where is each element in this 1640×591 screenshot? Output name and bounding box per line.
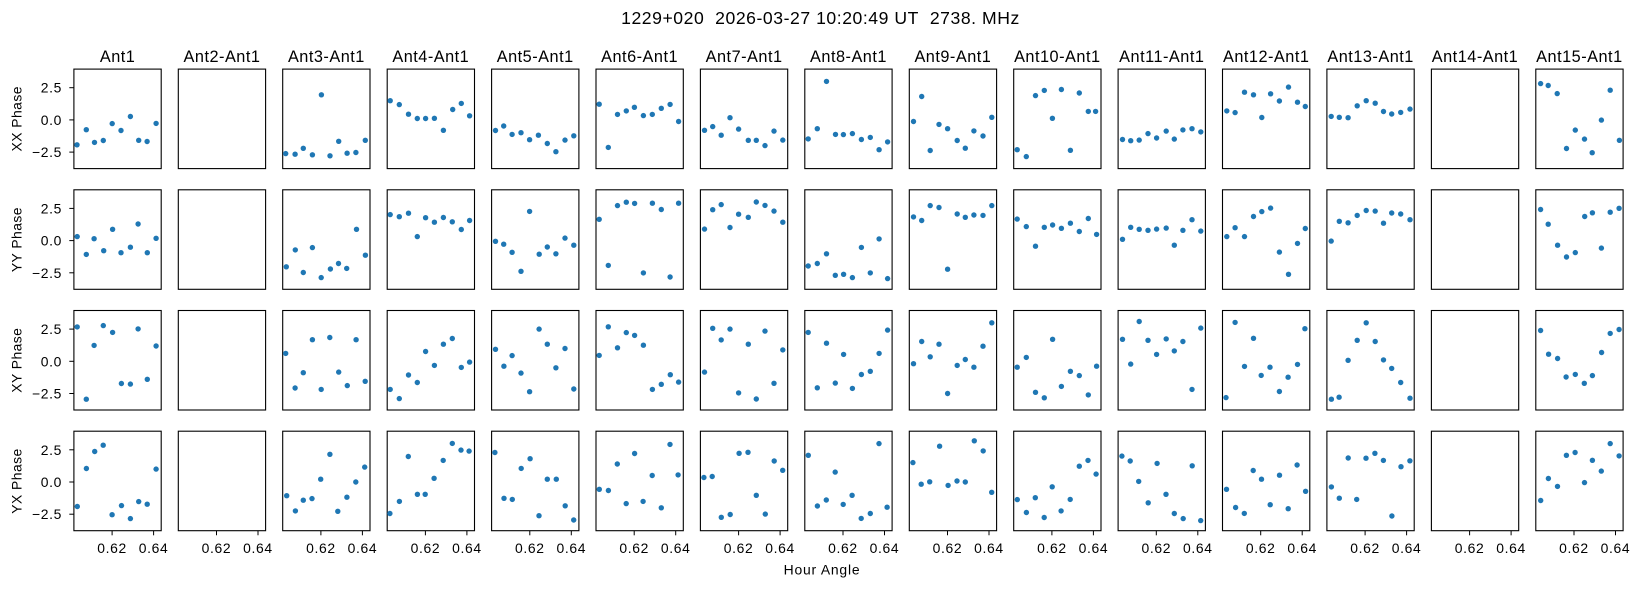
svg-text:Ant7-Ant1: Ant7-Ant1 (706, 48, 783, 66)
svg-text:0.62: 0.62 (97, 540, 127, 556)
svg-text:0.62: 0.62 (1455, 540, 1485, 556)
svg-text:0.62: 0.62 (1246, 540, 1276, 556)
svg-text:0.64: 0.64 (765, 540, 795, 556)
svg-text:0.64: 0.64 (1183, 540, 1213, 556)
svg-text:Ant15-Ant1: Ant15-Ant1 (1536, 48, 1622, 66)
svg-text:2.5: 2.5 (41, 321, 62, 337)
svg-text:XX Phase: XX Phase (9, 86, 25, 151)
svg-text:0.62: 0.62 (306, 540, 336, 556)
svg-text:Ant10-Ant1: Ant10-Ant1 (1014, 48, 1100, 66)
svg-text:Ant2-Ant1: Ant2-Ant1 (184, 48, 261, 66)
svg-text:2.5: 2.5 (41, 80, 62, 96)
svg-text:0.62: 0.62 (1141, 540, 1171, 556)
svg-text:0.0: 0.0 (41, 233, 62, 249)
svg-text:Ant5-Ant1: Ant5-Ant1 (497, 48, 574, 66)
svg-text:Hour Angle: Hour Angle (784, 562, 861, 578)
svg-text:Ant12-Ant1: Ant12-Ant1 (1223, 48, 1309, 66)
svg-text:Ant14-Ant1: Ant14-Ant1 (1432, 48, 1518, 66)
svg-text:0.64: 0.64 (1079, 540, 1109, 556)
svg-text:0.62: 0.62 (933, 540, 963, 556)
svg-text:Ant8-Ant1: Ant8-Ant1 (810, 48, 887, 66)
svg-text:0.62: 0.62 (1350, 540, 1380, 556)
svg-text:−2.5: −2.5 (32, 144, 62, 160)
svg-text:0.0: 0.0 (41, 474, 62, 490)
svg-text:XY Phase: XY Phase (9, 328, 25, 393)
svg-text:−2.5: −2.5 (32, 386, 62, 402)
svg-text:Ant11-Ant1: Ant11-Ant1 (1119, 48, 1204, 66)
svg-text:0.62: 0.62 (724, 540, 754, 556)
svg-text:Ant9-Ant1: Ant9-Ant1 (914, 48, 991, 66)
svg-text:0.64: 0.64 (556, 540, 586, 556)
svg-text:2.5: 2.5 (41, 442, 62, 458)
svg-text:0.64: 0.64 (870, 540, 900, 556)
svg-text:0.62: 0.62 (619, 540, 649, 556)
svg-text:0.62: 0.62 (411, 540, 441, 556)
svg-text:0.64: 0.64 (139, 540, 169, 556)
svg-text:0.64: 0.64 (1392, 540, 1422, 556)
svg-text:0.64: 0.64 (243, 540, 273, 556)
svg-text:0.64: 0.64 (661, 540, 691, 556)
svg-text:YY Phase: YY Phase (9, 207, 25, 272)
svg-text:Ant4-Ant1: Ant4-Ant1 (392, 48, 469, 66)
svg-text:0.62: 0.62 (202, 540, 232, 556)
svg-text:0.0: 0.0 (41, 112, 62, 128)
svg-text:0.62: 0.62 (515, 540, 545, 556)
svg-text:0.64: 0.64 (452, 540, 482, 556)
svg-text:Ant13-Ant1: Ant13-Ant1 (1327, 48, 1413, 66)
svg-text:0.64: 0.64 (1601, 540, 1631, 556)
svg-text:Ant6-Ant1: Ant6-Ant1 (601, 48, 678, 66)
svg-text:0.64: 0.64 (1287, 540, 1317, 556)
svg-text:−2.5: −2.5 (32, 265, 62, 281)
svg-text:0.64: 0.64 (348, 540, 378, 556)
svg-text:0.62: 0.62 (1559, 540, 1589, 556)
svg-text:0.62: 0.62 (1037, 540, 1067, 556)
svg-text:1229+020 2026-03-27 10:20:49: 1229+020 2026-03-27 10:20:49 UT 2738. MH… (621, 8, 1020, 28)
svg-text:−2.5: −2.5 (32, 506, 62, 522)
svg-text:0.64: 0.64 (1496, 540, 1526, 556)
svg-text:0.62: 0.62 (828, 540, 858, 556)
svg-text:0.0: 0.0 (41, 353, 62, 369)
svg-text:YX Phase: YX Phase (9, 448, 25, 513)
svg-text:0.64: 0.64 (974, 540, 1004, 556)
svg-text:Ant3-Ant1: Ant3-Ant1 (288, 48, 365, 66)
svg-text:2.5: 2.5 (41, 200, 62, 216)
svg-text:Ant1: Ant1 (100, 48, 136, 66)
